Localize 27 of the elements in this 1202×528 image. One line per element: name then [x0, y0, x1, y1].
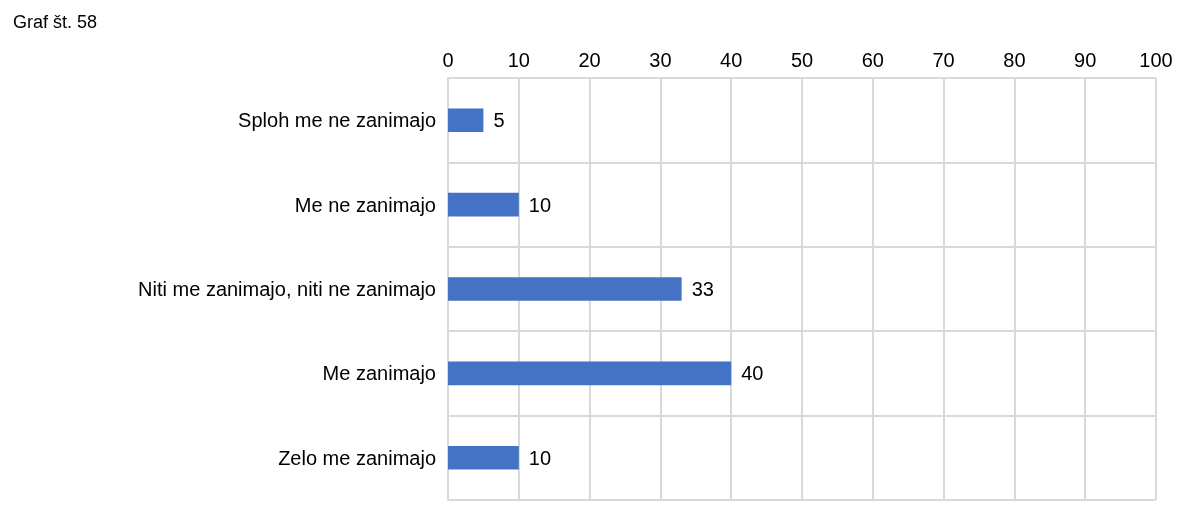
y-tick-label: Sploh me ne zanimajo [238, 109, 436, 132]
bar [448, 277, 682, 301]
data-label: 5 [493, 109, 505, 132]
data-label: 40 [741, 362, 764, 385]
x-tick-label: 30 [649, 49, 672, 71]
bar [448, 108, 484, 133]
x-tick-label: 50 [790, 49, 814, 71]
bar [448, 445, 519, 470]
y-tick-label: Zelo me zanimajo [278, 446, 436, 469]
x-tick-label: 20 [578, 49, 601, 71]
bar [448, 361, 732, 386]
y-tick-label: Me ne zanimajo [294, 193, 436, 216]
y-tick-label: Niti me zanimajo, niti ne zanimajo [138, 278, 436, 300]
x-tick-label: 70 [932, 49, 955, 71]
y-tick-label: Me zanimajo [322, 362, 436, 385]
data-label: 10 [528, 446, 552, 469]
x-tick-label: 100 [1139, 49, 1173, 71]
x-tick-label: 0 [442, 49, 454, 71]
x-tick-label: 90 [1074, 49, 1097, 71]
x-tick-label: 40 [720, 49, 743, 71]
x-tick-label: 60 [861, 49, 884, 71]
x-tick-label: 10 [507, 49, 530, 71]
bar [448, 192, 519, 217]
data-label: 10 [528, 193, 552, 216]
x-tick-label: 80 [1003, 49, 1026, 71]
text: Graf št. 58 [13, 12, 98, 32]
data-label: 33 [691, 278, 714, 300]
